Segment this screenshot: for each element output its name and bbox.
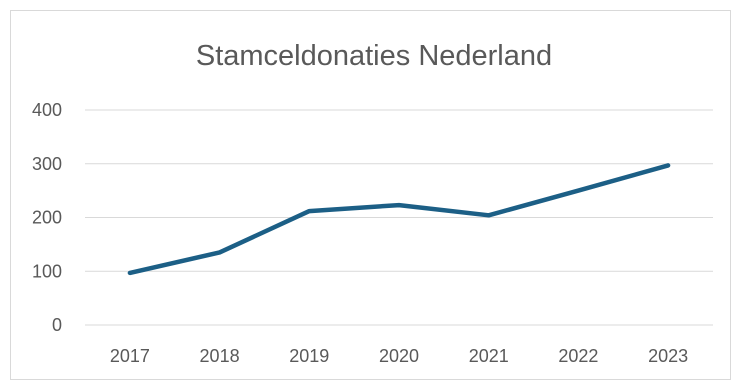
x-tick-label: 2019 (289, 346, 329, 366)
x-tick-label: 2023 (648, 346, 688, 366)
x-tick-label: 2018 (200, 346, 240, 366)
y-tick-label: 200 (32, 208, 62, 228)
x-tick-label: 2020 (379, 346, 419, 366)
chart-frame (10, 10, 731, 380)
y-tick-label: 400 (32, 100, 62, 120)
series-layer (127, 163, 671, 276)
y-tick-label: 300 (32, 154, 62, 174)
gridlines (85, 109, 713, 326)
x-axis-tick-labels: 2017 2018 2019 2020 2021 2022 2023 (110, 346, 688, 366)
series-line (127, 163, 671, 276)
y-axis-tick-labels: 0 100 200 300 400 (32, 100, 62, 335)
y-tick-label: 0 (52, 315, 62, 335)
x-tick-label: 2021 (469, 346, 509, 366)
y-tick-label: 100 (32, 261, 62, 281)
chart-title: Stamceldonaties Nederland (196, 40, 552, 72)
x-tick-label: 2017 (110, 346, 150, 366)
x-tick-label: 2022 (558, 346, 598, 366)
